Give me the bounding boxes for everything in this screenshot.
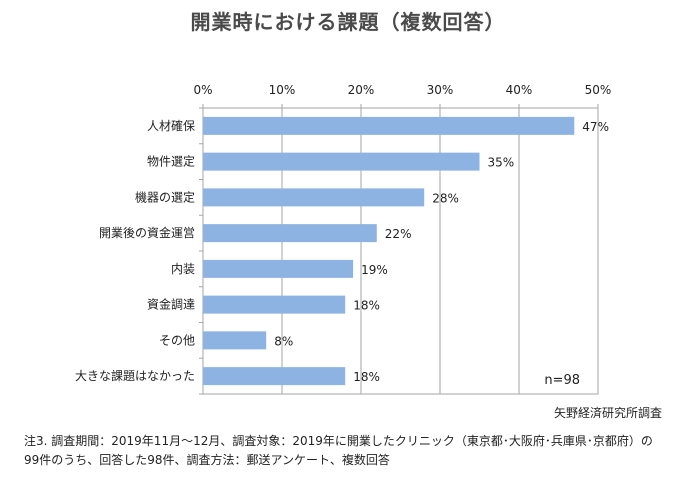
value-label: 18% — [353, 299, 380, 313]
bar — [203, 295, 346, 314]
sample-size-label: n=98 — [544, 373, 580, 388]
bar — [203, 224, 377, 243]
x-tick-label: 50% — [585, 83, 612, 97]
x-tick-labels: 0% 10% 20% 30% 40% 50% — [193, 83, 611, 97]
category-label: 開業後の資金運営 — [99, 225, 195, 240]
bar — [203, 152, 480, 171]
x-tick-label: 20% — [348, 83, 375, 97]
bar — [203, 259, 354, 278]
value-label: 8% — [274, 334, 293, 348]
bar — [203, 367, 346, 386]
value-label: 35% — [488, 156, 515, 170]
category-label: 機器の選定 — [135, 189, 195, 204]
chart-title: 開業時における課題（複数回答） — [190, 10, 506, 34]
value-label: 18% — [353, 370, 380, 384]
x-tick-label: 40% — [506, 83, 533, 97]
bar-chart: 0% 10% 20% 30% 40% 50% 人材確保物件選定機器の選定開業後の資金運営内… — [75, 83, 611, 395]
value-label: 19% — [361, 263, 388, 277]
category-label: 内装 — [171, 262, 195, 276]
grid-lines — [199, 104, 599, 395]
category-label: その他 — [159, 333, 195, 347]
bars — [203, 116, 575, 386]
plot-frame — [202, 107, 599, 395]
x-tick-label: 0% — [193, 83, 212, 97]
category-label: 物件選定 — [147, 154, 195, 169]
bar — [203, 188, 425, 207]
category-label: 大きな課題はなかった — [75, 368, 195, 383]
bar — [203, 116, 575, 135]
value-labels: 47% 35% 28% 22% 19% 18% 8% 18% — [274, 120, 609, 384]
x-tick-label: 10% — [269, 83, 296, 97]
footnote: 注3. 調査期間：2019年11月～12月、調査対象：2019年に開業したクリニ… — [24, 434, 653, 467]
value-label: 22% — [385, 227, 412, 241]
value-label: 47% — [582, 120, 609, 134]
x-tick-label: 30% — [427, 83, 454, 97]
category-label: 資金調達 — [147, 297, 195, 312]
value-label: 28% — [432, 191, 459, 205]
bar — [203, 331, 267, 350]
category-label: 人材確保 — [147, 118, 195, 133]
source-credit: 矢野経済研究所調査 — [553, 406, 662, 420]
